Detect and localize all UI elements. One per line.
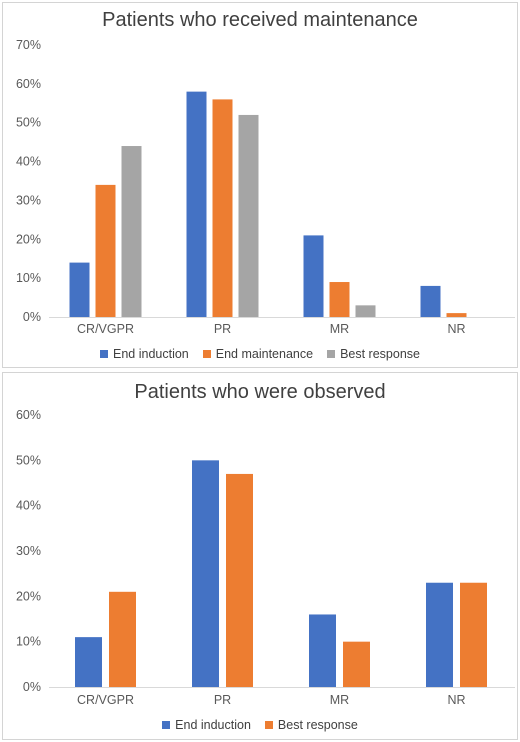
- bar-end-induction-nr: [426, 582, 453, 687]
- y-tick-label: 40%: [16, 499, 41, 513]
- bar-best-response-pr: [238, 114, 259, 317]
- bar-end-maintenance-pr: [212, 99, 233, 318]
- y-tick-label: 50%: [16, 116, 41, 130]
- y-tick-label: 20%: [16, 589, 41, 603]
- bar-end-maintenance-cr-vgpr: [95, 184, 116, 317]
- bar-best-response-mr: [343, 641, 370, 687]
- bar-end-induction-mr: [309, 614, 336, 687]
- y-tick-label: 40%: [16, 155, 41, 169]
- bar-end-induction-mr: [303, 235, 324, 317]
- x-category-label: CR/VGPR: [77, 693, 134, 707]
- bar-end-induction-cr-vgpr: [69, 262, 90, 317]
- y-tick-label: 70%: [16, 38, 41, 52]
- x-category-label: NR: [447, 322, 465, 336]
- bar-end-maintenance-nr: [446, 313, 467, 317]
- chart-title: Patients who were observed: [134, 381, 386, 403]
- y-tick-label: 30%: [16, 544, 41, 558]
- bar-end-induction-pr: [186, 91, 207, 317]
- bar-chart-observed: 0% 10% 20% 30% 40% 50% 60% CR/VGPR PR MR NR: [16, 408, 515, 707]
- legend-item: Best response: [327, 347, 420, 361]
- legend-item: Best response: [264, 718, 358, 732]
- bar-end-induction-cr-vgpr: [75, 637, 102, 687]
- bar-end-maintenance-mr: [329, 282, 350, 317]
- y-tick-label: 50%: [16, 453, 41, 467]
- legend-item: End maintenance: [202, 347, 314, 361]
- legend-label: End maintenance: [215, 347, 314, 361]
- y-tick-label: 0%: [23, 310, 41, 324]
- chart-panel-maintenance: Patients who received maintenance 0% 10% 2…: [2, 2, 518, 368]
- legend-item: End induction: [162, 718, 251, 732]
- bar-best-response-mr: [355, 305, 376, 317]
- legend-label: Best response: [277, 718, 358, 732]
- x-category-label: PR: [214, 693, 231, 707]
- chart-title: Patients who received maintenance: [102, 9, 418, 31]
- legend-swatch: [327, 350, 336, 358]
- legend-item: End induction: [100, 347, 189, 361]
- legend-label: End induction: [175, 718, 251, 732]
- legend-swatch: [162, 721, 171, 729]
- bar-best-response-pr: [226, 473, 253, 687]
- y-tick-label: 20%: [16, 232, 41, 246]
- chart-legend: End induction Best response: [3, 718, 517, 732]
- bar-best-response-cr-vgpr: [121, 146, 142, 317]
- x-category-label: NR: [447, 693, 465, 707]
- x-category-label: CR/VGPR: [77, 322, 134, 336]
- bar-best-response-cr-vgpr: [109, 591, 136, 687]
- chart-legend: End induction End maintenance Best respons…: [3, 347, 517, 361]
- x-category-label: MR: [330, 322, 349, 336]
- x-category-label: MR: [330, 693, 349, 707]
- bar-end-induction-nr: [420, 285, 441, 317]
- y-tick-label: 0%: [23, 680, 41, 694]
- legend-swatch: [264, 721, 273, 729]
- y-tick-label: 30%: [16, 193, 41, 207]
- legend-label: End induction: [113, 347, 189, 361]
- legend-label: Best response: [340, 347, 420, 361]
- y-tick-label: 60%: [16, 77, 41, 91]
- bar-best-response-nr: [460, 582, 487, 687]
- y-tick-label: 10%: [16, 635, 41, 649]
- y-tick-label: 60%: [16, 408, 41, 422]
- chart-panel-observed: Patients who were observed 0% 10% 20% 30% 40…: [2, 372, 518, 740]
- y-tick-label: 10%: [16, 271, 41, 285]
- legend-swatch: [100, 350, 108, 358]
- bar-chart-maintenance: 0% 10% 20% 30% 40% 50% 60% 70% CR/VGPR PR MR NR: [16, 38, 515, 336]
- x-category-label: PR: [214, 322, 231, 336]
- bar-end-induction-pr: [192, 460, 219, 687]
- legend-swatch: [202, 350, 211, 358]
